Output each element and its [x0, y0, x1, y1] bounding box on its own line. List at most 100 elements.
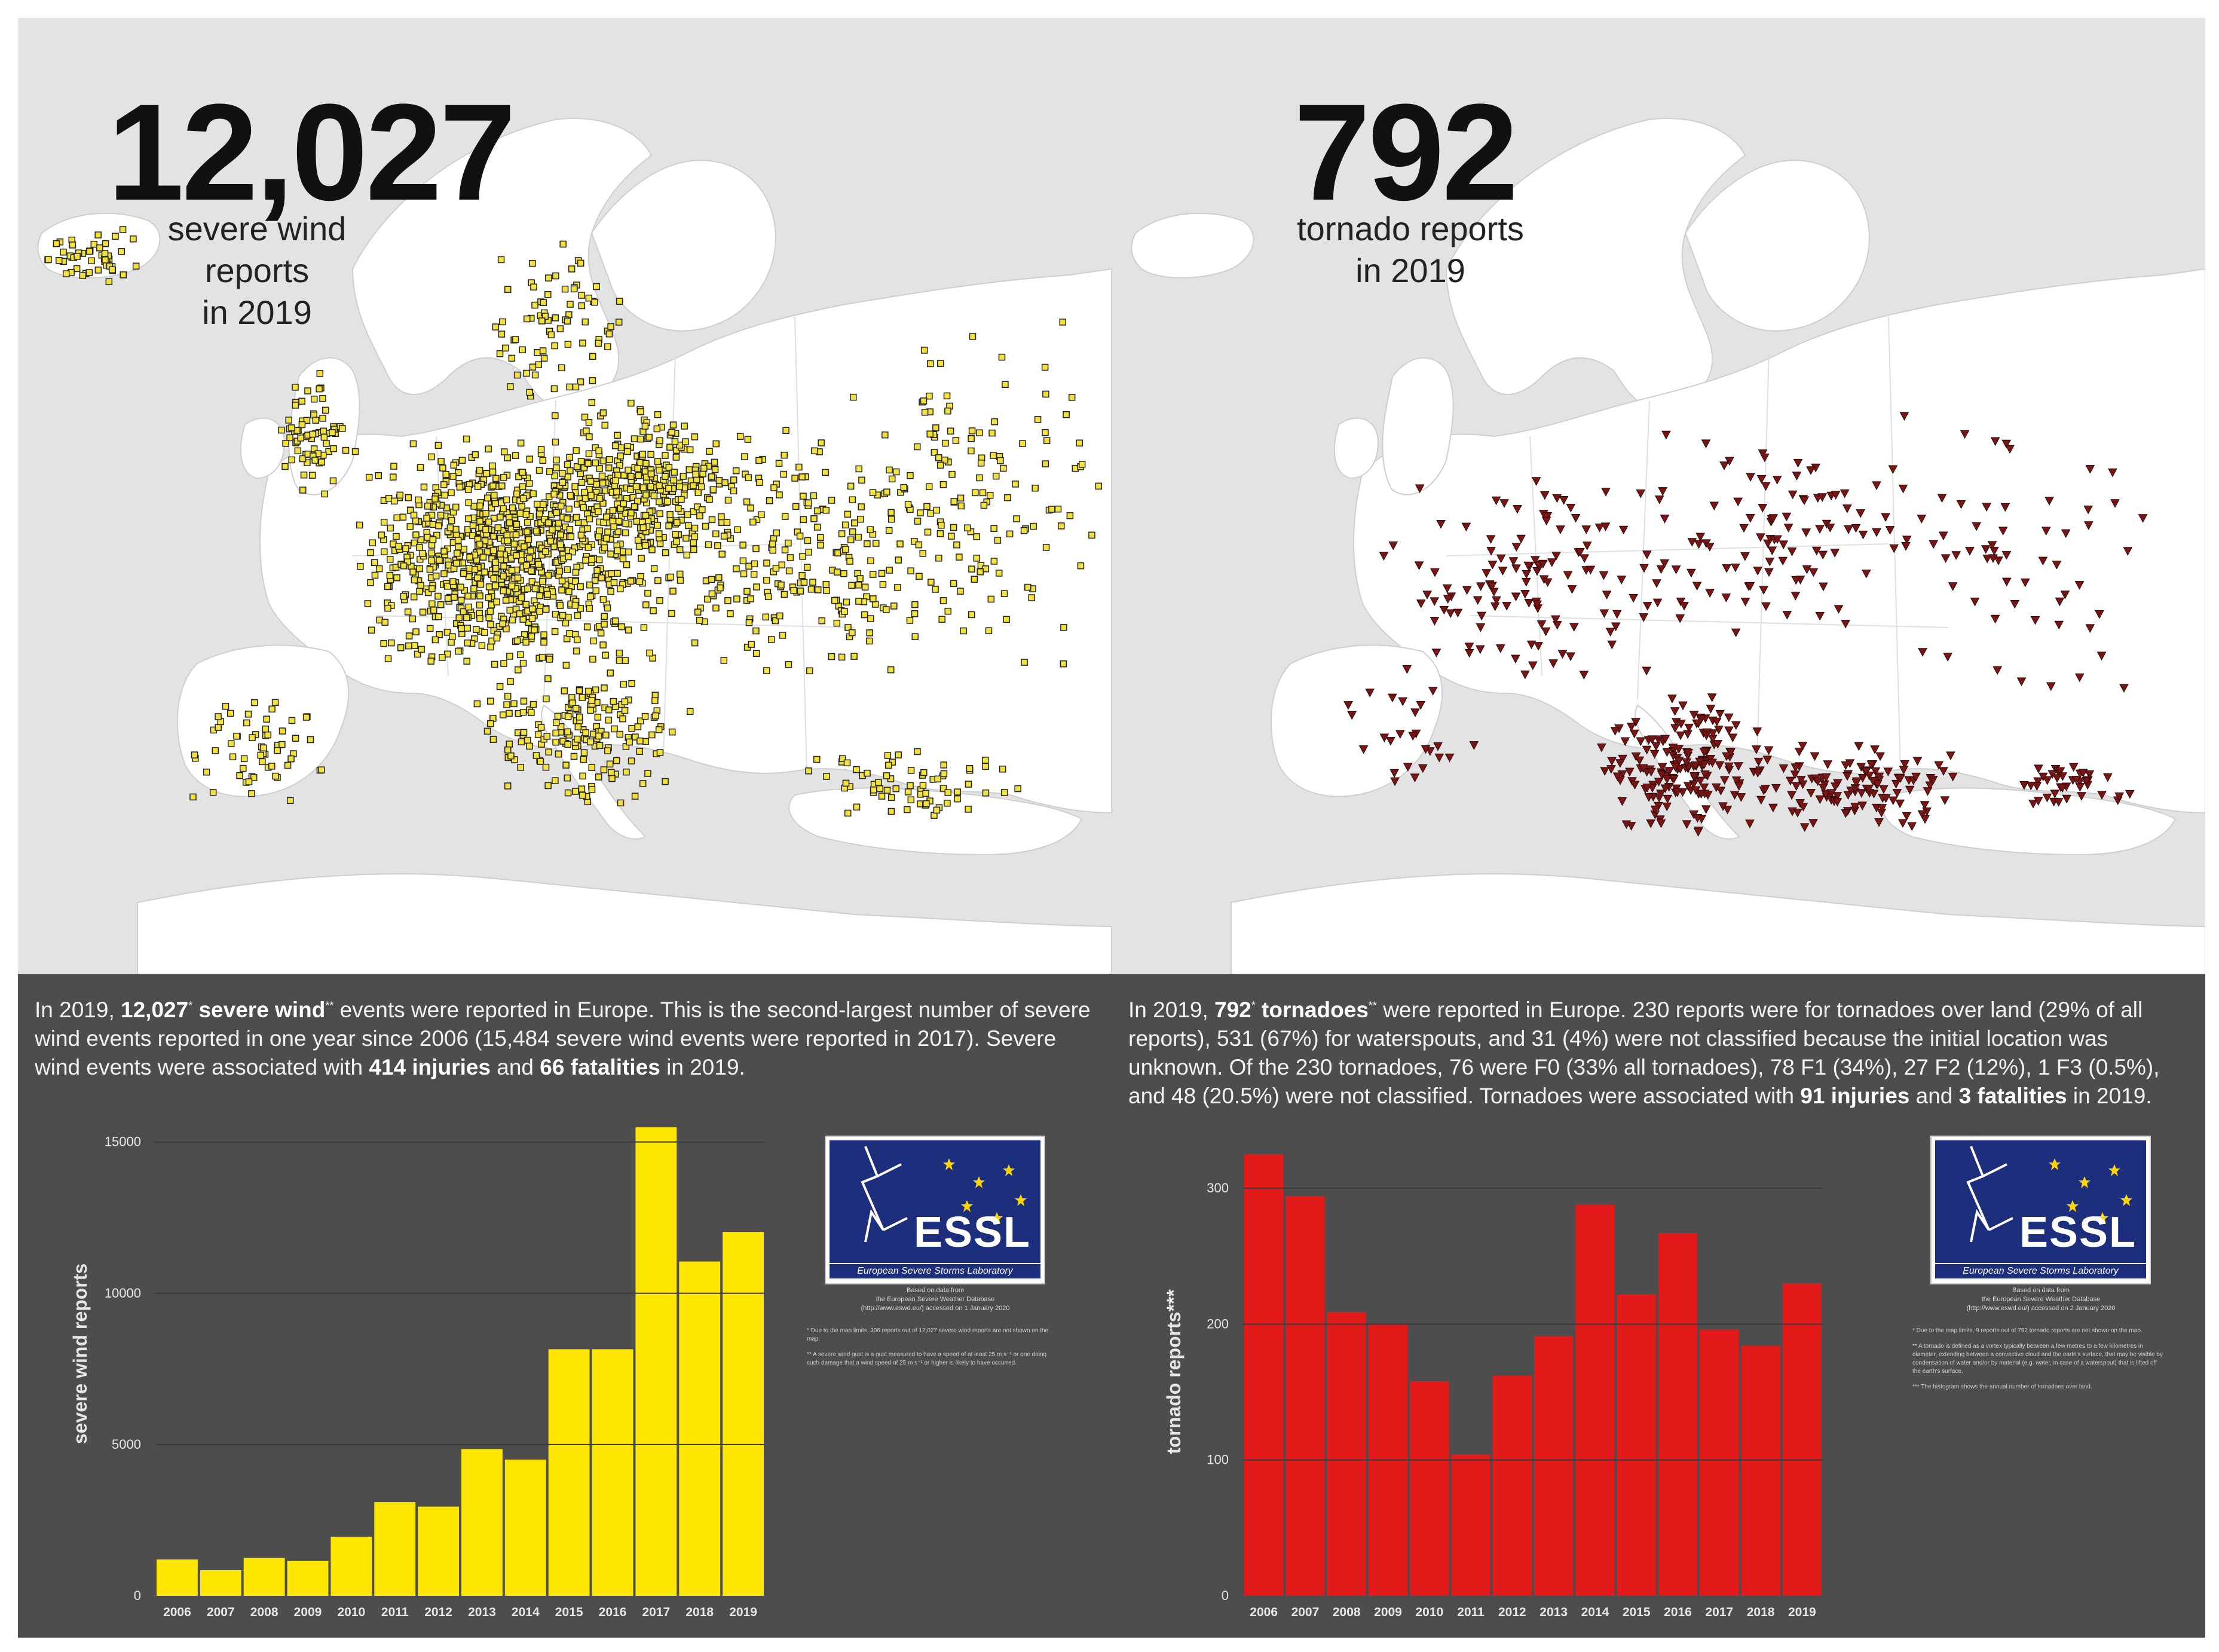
tornado-report-marker — [1660, 515, 1670, 524]
y-tick-label: 15000 — [105, 1134, 141, 1149]
wind-report-marker — [941, 456, 948, 464]
tornado-report-marker — [1862, 767, 1871, 776]
wind-report-marker — [625, 548, 632, 556]
wind-report-marker — [419, 608, 427, 616]
tornado-report-marker — [1670, 707, 1680, 716]
tornado-report-marker — [1787, 547, 1797, 556]
tornado-report-marker — [1663, 794, 1673, 804]
tornado-report-marker — [1815, 525, 1825, 534]
wind-report-marker — [503, 496, 510, 504]
tornado-report-marker — [1607, 757, 1617, 766]
wind-report-marker — [500, 448, 508, 455]
wind-report-marker — [485, 518, 492, 526]
wind-report-marker — [573, 513, 580, 521]
bar-2013 — [1534, 1336, 1574, 1596]
wind-report-marker — [823, 587, 830, 594]
tornado-report-marker — [2053, 798, 2064, 807]
tornado-report-marker — [1523, 561, 1534, 571]
x-tick-label: 2016 — [1664, 1605, 1692, 1619]
wind-report-marker — [588, 764, 596, 772]
wind-report-marker — [672, 531, 679, 538]
tornado-note-2: ** A tornado is defined as a vortex typi… — [1912, 1343, 2163, 1375]
wind-report-marker — [520, 697, 528, 705]
tornado-report-marker — [1982, 554, 1992, 564]
tornado-report-marker — [1842, 504, 1852, 513]
tornado-report-marker — [1821, 773, 1831, 782]
wind-report-marker — [685, 522, 692, 530]
tornado-report-marker — [1900, 760, 1910, 769]
wind-report-marker — [525, 555, 533, 562]
wind-report-marker — [803, 564, 811, 571]
wind-report-marker — [886, 567, 893, 574]
tornado-report-marker — [1791, 782, 1801, 791]
wind-report-marker — [453, 559, 460, 567]
wind-report-marker — [947, 427, 954, 435]
tornado-report-marker — [1692, 582, 1702, 591]
tornado-note-3: *** The histogram shows the annual numbe… — [1912, 1384, 2092, 1390]
wind-report-marker — [298, 421, 306, 429]
wind-report-marker — [367, 549, 374, 556]
wind-report-marker — [524, 315, 531, 323]
wind-report-marker — [441, 491, 449, 499]
wind-report-marker — [227, 709, 234, 717]
wind-report-marker — [842, 779, 850, 787]
wind-report-marker — [500, 660, 507, 667]
wind-report-marker — [477, 580, 485, 588]
tornado-report-marker — [1610, 727, 1620, 736]
wind-report-marker — [118, 248, 125, 255]
wind-report-marker — [395, 543, 402, 550]
wind-report-marker — [1095, 482, 1103, 490]
tornado-report-marker — [1713, 740, 1723, 749]
wind-report-marker — [676, 546, 684, 553]
wind-report-marker — [444, 583, 451, 590]
wind-report-marker — [584, 525, 591, 533]
tornado-report-marker — [1846, 787, 1856, 796]
tornado-report-marker — [1806, 789, 1816, 798]
tornado-report-marker — [1343, 701, 1353, 710]
wind-report-marker — [529, 605, 536, 613]
tornado-report-marker — [1938, 531, 1948, 541]
wind-report-marker — [797, 588, 804, 595]
wind-report-marker — [539, 578, 546, 585]
wind-report-marker — [312, 417, 320, 424]
wind-report-marker — [883, 787, 891, 794]
tornado-report-marker — [1569, 623, 1579, 632]
wind-report-marker — [245, 778, 253, 785]
wind-report-marker — [869, 489, 877, 496]
wind-report-marker — [642, 512, 650, 519]
tornado-report-marker — [1689, 711, 1699, 720]
wind-report-marker — [864, 540, 871, 547]
wind-report-marker — [935, 454, 942, 461]
wind-report-marker — [656, 466, 663, 474]
wind-report-marker — [506, 607, 514, 614]
wind-report-marker — [883, 772, 890, 779]
tornado-report-marker — [1864, 785, 1874, 794]
wind-report-marker — [411, 539, 418, 547]
wind-report-marker — [455, 543, 462, 550]
wind-report-marker — [427, 657, 434, 665]
wind-report-marker — [593, 283, 600, 290]
wind-report-marker — [807, 586, 815, 593]
wind-report-marker — [711, 466, 719, 473]
tornado-report-marker — [1817, 493, 1828, 502]
tornado-report-marker — [1537, 620, 1547, 629]
wind-report-marker — [481, 568, 488, 576]
wind-report-marker — [476, 601, 483, 609]
y-axis-label: severe wind reports — [69, 1264, 91, 1444]
tornado-report-marker — [2038, 772, 2048, 782]
wind-report-marker — [500, 505, 507, 512]
wind-report-marker — [601, 544, 608, 552]
tornado-report-marker — [1872, 780, 1883, 789]
wind-report-marker — [506, 709, 513, 717]
wind-report-marker — [263, 715, 270, 723]
wind-report-marker — [968, 427, 976, 435]
wind-report-marker — [506, 741, 513, 748]
wind-report-marker — [571, 483, 579, 490]
wind-report-marker — [455, 469, 462, 476]
wind-report-marker — [932, 586, 939, 593]
wind-report-marker — [564, 341, 572, 348]
wind-report-marker — [694, 489, 702, 496]
wind-report-marker — [911, 601, 919, 608]
wind-report-marker — [665, 464, 673, 471]
wind-report-marker — [811, 447, 818, 455]
